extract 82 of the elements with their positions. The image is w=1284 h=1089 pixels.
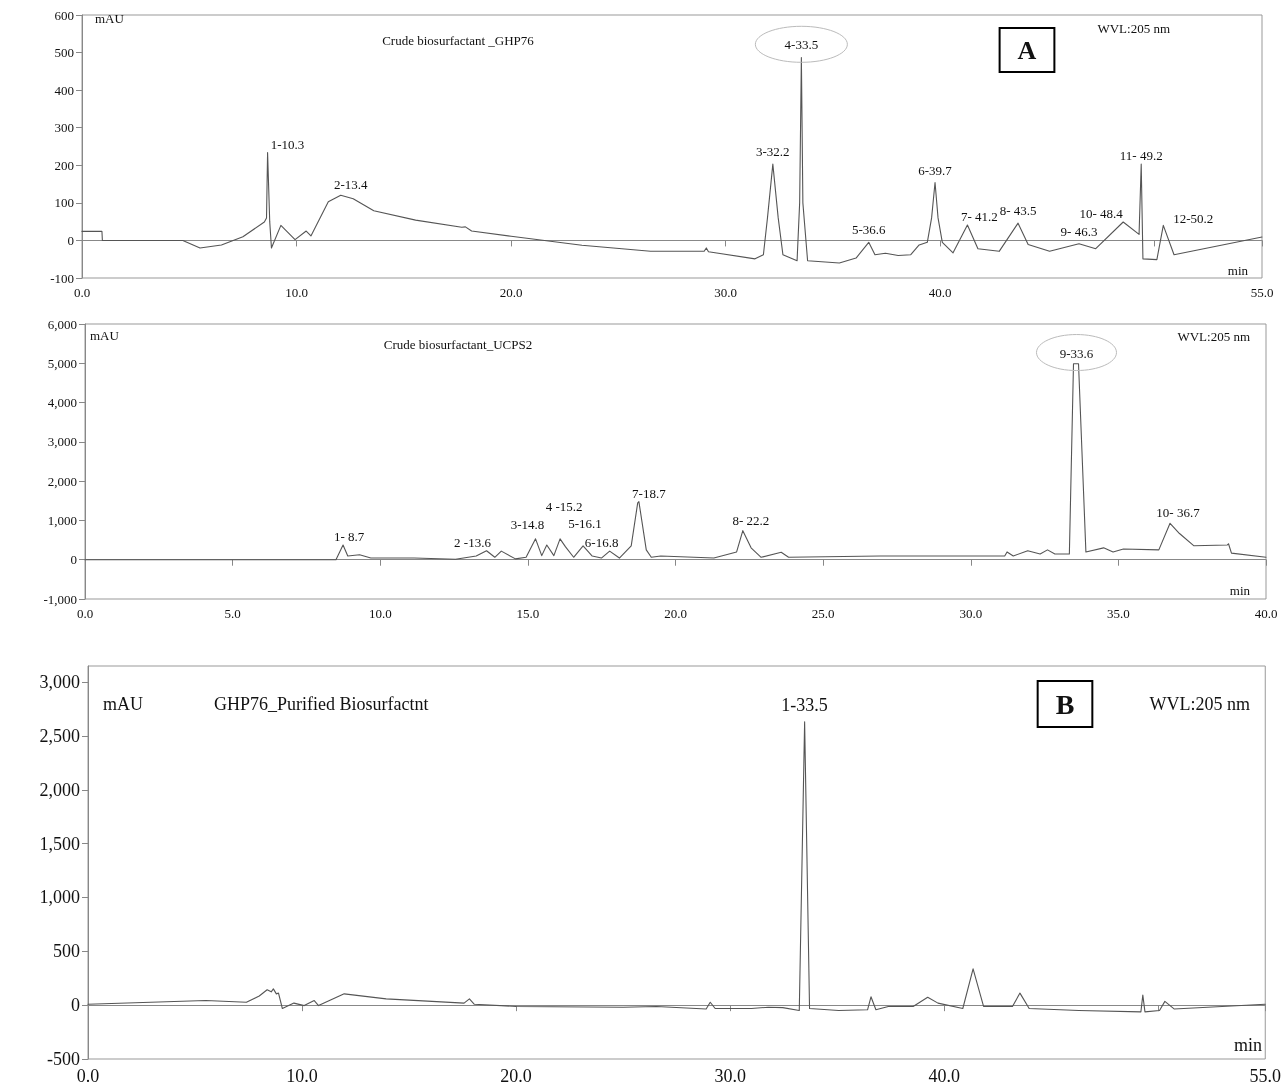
annotation: 1- 8.7: [333, 528, 365, 544]
y-tick-label: 500: [54, 45, 74, 61]
y-tick-label: 200: [54, 157, 74, 173]
annotation: WVL:205 nm: [1097, 20, 1170, 36]
x-tick-label: 20.0: [499, 285, 523, 300]
annotation: 1-33.5: [781, 694, 828, 715]
annotation: 1-10.3: [270, 136, 305, 152]
y-tick-label: 3,000: [47, 434, 77, 450]
y-tick-label: 600: [54, 7, 74, 23]
x-tick-label: 55.0: [1249, 1066, 1281, 1086]
x-tick-label: 10.0: [285, 285, 308, 300]
y-tick-label: 6,000: [47, 316, 77, 332]
annotation: 4 -15.2: [545, 498, 583, 514]
y-tick-label: 500: [53, 941, 80, 962]
y-tick-label: 1,000: [47, 512, 77, 528]
y-tick-label: 3,000: [39, 672, 80, 693]
x-tick-label: 40.0: [928, 1066, 960, 1086]
annotation: 9- 46.3: [1060, 223, 1098, 239]
x-tick-label: 35.0: [1107, 606, 1130, 621]
text: Crude biosurfactant _GHP76: [382, 32, 535, 48]
annotation: 8- 22.2: [732, 512, 770, 528]
annotation: 12-50.2: [1173, 211, 1214, 227]
y-tick-label: 1,500: [39, 833, 80, 854]
annotation: 5-16.1: [568, 515, 602, 531]
annotation: 2-13.4: [333, 177, 369, 193]
x-tick-label: 5.0: [224, 606, 241, 621]
annotation: 6-39.7: [918, 162, 953, 178]
y-tick-label: 5,000: [47, 355, 77, 371]
x-tick-label: 10.0: [368, 606, 392, 621]
x-tick-label: 55.0: [1250, 285, 1274, 300]
y-tick-label: 2,000: [39, 779, 80, 800]
x-axis-title: min: [1229, 582, 1251, 598]
annotation: 4-33.5: [784, 37, 819, 53]
y-tick-label: 400: [54, 82, 74, 98]
y-tick-label: 2,000: [47, 473, 77, 489]
x-axis-title: min: [1233, 1035, 1262, 1055]
x-tick-label: 30.0: [959, 606, 983, 621]
x-tick-label: 0.0: [76, 606, 94, 621]
x-tick-label: 40.0: [1254, 606, 1278, 621]
x-tick-label: 25.0: [811, 606, 835, 621]
x-tick-label: 20.0: [500, 1066, 532, 1086]
x-tick-label: 0.0: [73, 285, 91, 300]
annotation: WVL:205 nm: [1149, 694, 1250, 714]
x-tick-label: 10.0: [286, 1066, 318, 1086]
y-tick-label: 0: [67, 232, 74, 248]
y-axis-title: mAU: [95, 10, 125, 26]
annotation: 9-33.6: [1059, 345, 1094, 361]
x-tick-label: 40.0: [928, 285, 952, 300]
x-tick-label: 30.0: [714, 285, 738, 300]
x-tick-label: 30.0: [714, 1066, 746, 1086]
x-tick-label: 0.0: [76, 1066, 100, 1086]
y-tick-label: -500: [47, 1049, 80, 1069]
annotation: A: [1017, 35, 1037, 65]
y-axis-title: mAU: [103, 694, 143, 714]
x-tick-label: 20.0: [664, 606, 687, 621]
y-tick-label: -100: [50, 270, 74, 286]
y-tick-label: -1,000: [43, 591, 77, 607]
y-tick-label: 300: [54, 120, 74, 136]
y-tick-label: 100: [54, 195, 74, 211]
y-tick-label: 0: [71, 995, 80, 1016]
annotation: WVL:205 nm: [1177, 328, 1250, 344]
annotation: 7- 41.2: [961, 209, 998, 225]
y-tick-label: 1,000: [39, 887, 80, 908]
annotation: 5-36.6: [851, 222, 887, 238]
y-tick-label: 0: [70, 552, 77, 568]
y-axis-title: mAU: [90, 327, 120, 343]
text: GHP76_Purified Biosurfactnt: [214, 694, 429, 714]
y-tick-label: 4,000: [47, 395, 77, 411]
annotation: 10- 48.4: [1079, 206, 1124, 222]
y-tick-label: 2,500: [39, 725, 80, 746]
annotation: 10- 36.7: [1156, 505, 1201, 521]
annotation: 11- 49.2: [1119, 148, 1163, 164]
annotation: 7-18.7: [632, 485, 667, 501]
annotation: 3-32.2: [756, 144, 790, 160]
annotation: 6-16.8: [584, 535, 619, 551]
annotation: 8- 43.5: [999, 203, 1037, 219]
annotation: B: [1055, 688, 1075, 720]
text: Crude biosurfactant_UCPS2: [383, 336, 533, 352]
x-axis-title: min: [1227, 262, 1249, 278]
annotation: 2 -13.6: [454, 534, 492, 550]
annotation: 3-14.8: [510, 516, 545, 532]
x-tick-label: 15.0: [516, 606, 540, 621]
